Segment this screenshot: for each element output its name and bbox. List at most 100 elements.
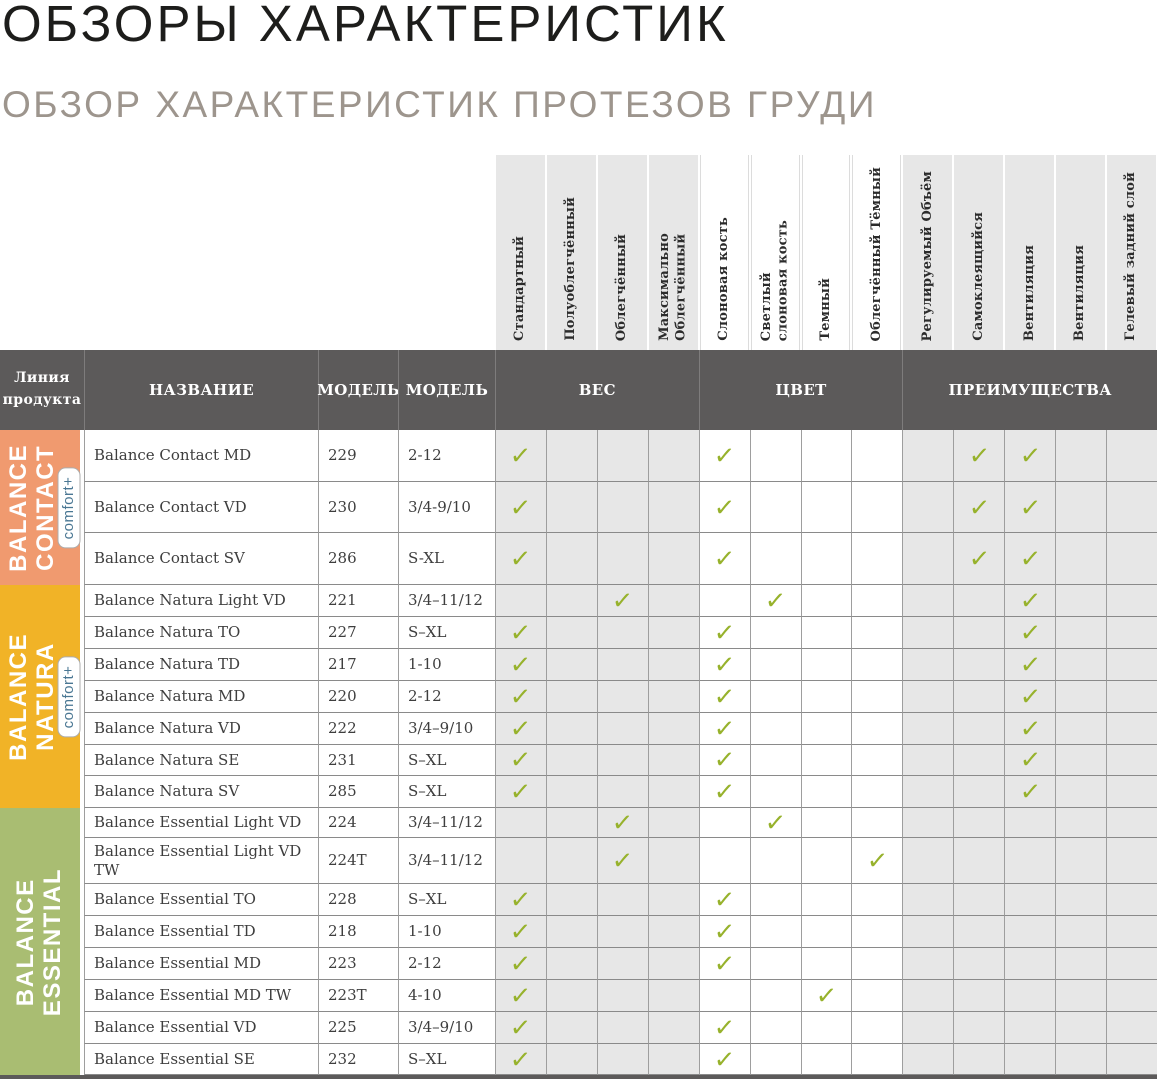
- check-icon: ✓: [1018, 712, 1042, 744]
- feature-cell: [545, 430, 597, 482]
- feature-cell: [851, 585, 903, 617]
- feature-cell: [1055, 712, 1107, 745]
- model-cell: 223: [318, 948, 398, 981]
- feature-cell: [545, 884, 597, 917]
- feature-cell: ✓: [596, 838, 648, 885]
- feature-col-standard: Стандартный: [496, 155, 545, 350]
- feature-cell: [1004, 1044, 1056, 1076]
- check-icon: ✓: [611, 807, 635, 838]
- feature-cell: [902, 744, 954, 777]
- feature-cell: [1055, 948, 1107, 981]
- feature-cell: [749, 430, 801, 482]
- feature-cell: [1106, 808, 1157, 839]
- feature-cell: [851, 1012, 903, 1045]
- feature-cell: ✓: [596, 807, 648, 839]
- check-icon: ✓: [509, 543, 533, 574]
- feature-cell: ✓: [495, 680, 546, 713]
- feature-cell: [902, 585, 954, 617]
- feature-cell: [851, 1044, 903, 1076]
- feature-cell: [953, 585, 1005, 617]
- feature-cell: [647, 948, 699, 981]
- feature-cell: [902, 430, 954, 482]
- check-icon: ✓: [509, 680, 533, 712]
- feature-cell: [545, 712, 597, 745]
- feature-cell: [902, 838, 954, 885]
- page-title: ОБЗОРЫ ХАРАКТЕРИСТИК: [2, 0, 729, 52]
- check-icon: ✓: [1018, 744, 1042, 776]
- size-cell: S–XL: [398, 884, 495, 917]
- feature-cell: [1055, 776, 1107, 809]
- feature-cell: [545, 585, 597, 617]
- feature-cell: [545, 776, 597, 809]
- feature-cell: [1106, 776, 1157, 809]
- model-cell: 231: [318, 744, 398, 777]
- product-name-cell: Balance Natura VD: [84, 712, 318, 745]
- feature-cell: ✓: [1004, 585, 1056, 617]
- feature-cell: ✓: [698, 916, 750, 949]
- feature-cell: [545, 648, 597, 681]
- check-icon: ✓: [611, 585, 635, 616]
- feature-cell: ✓: [698, 616, 750, 649]
- comfort-plus-badge: comfort+: [57, 467, 80, 548]
- feature-cell: [749, 1044, 801, 1076]
- feature-cell: ✓: [698, 533, 750, 586]
- feature-cell: ✓: [495, 776, 546, 809]
- feature-cell: [596, 430, 648, 482]
- feature-cell: [596, 533, 648, 586]
- check-icon: ✓: [509, 491, 533, 523]
- check-icon: ✓: [967, 491, 991, 523]
- feature-cell: [953, 648, 1005, 681]
- product-name-cell: Balance Contact MD: [84, 430, 318, 482]
- size-cell: 2-12: [398, 680, 495, 713]
- product-name-cell: Balance Essential Light VD TW: [84, 838, 318, 885]
- feature-cell: [953, 884, 1005, 917]
- feature-cell: [953, 916, 1005, 949]
- feature-cell: ✓: [495, 1012, 546, 1045]
- feature-cell: [1106, 616, 1157, 649]
- header-name: НАЗВАНИЕ: [84, 350, 318, 430]
- feature-col-gel-back-layer: Гелевый задний слой: [1107, 155, 1156, 350]
- feature-cell: [495, 808, 546, 839]
- feature-cell: [1106, 430, 1157, 482]
- feature-cell: ✓: [1004, 712, 1056, 745]
- feature-cell: [647, 1044, 699, 1076]
- check-icon: ✓: [509, 1044, 533, 1075]
- feature-col-ivory: Слоновая кость: [699, 155, 749, 350]
- check-icon: ✓: [509, 440, 533, 471]
- feature-cell: ✓: [495, 481, 546, 534]
- check-icon: ✓: [713, 440, 737, 471]
- feature-cell: [953, 712, 1005, 745]
- model-cell: 222: [318, 712, 398, 745]
- header-group-color: ЦВЕТ: [698, 350, 903, 430]
- feature-cell: [1106, 585, 1157, 617]
- feature-cell: [749, 916, 801, 949]
- feature-col-light-dark: Облегчённый Тёмный: [852, 155, 902, 350]
- check-icon: ✓: [967, 543, 991, 574]
- feature-cell: [596, 884, 648, 917]
- feature-cell: ✓: [698, 1012, 750, 1045]
- feature-cell: [596, 1044, 648, 1076]
- feature-cell: [800, 776, 852, 809]
- feature-col-adjustable-volume: Регулируемый Объём: [903, 155, 953, 350]
- feature-cell: [1055, 533, 1107, 586]
- feature-cell: [902, 533, 954, 586]
- feature-cell: [1055, 616, 1107, 649]
- check-icon: ✓: [509, 916, 533, 947]
- feature-cell: [749, 712, 801, 745]
- feature-cell: [1055, 430, 1107, 482]
- model-cell: 285: [318, 776, 398, 809]
- feature-col-ventilation-2: Вентиляция: [1056, 155, 1106, 350]
- feature-cell: [647, 776, 699, 809]
- feature-cell: [545, 481, 597, 534]
- feature-cell: [596, 648, 648, 681]
- feature-cell: [902, 481, 954, 534]
- feature-cell: ✓: [749, 585, 801, 617]
- feature-cell: [902, 776, 954, 809]
- feature-cell: [1055, 916, 1107, 949]
- feature-cell: [545, 533, 597, 586]
- feature-cell: [800, 648, 852, 681]
- feature-cell: [1004, 916, 1056, 949]
- feature-cell: [902, 884, 954, 917]
- header-group-benefits: ПРЕИМУЩЕСТВА: [902, 350, 1157, 430]
- feature-cell: ✓: [953, 533, 1005, 586]
